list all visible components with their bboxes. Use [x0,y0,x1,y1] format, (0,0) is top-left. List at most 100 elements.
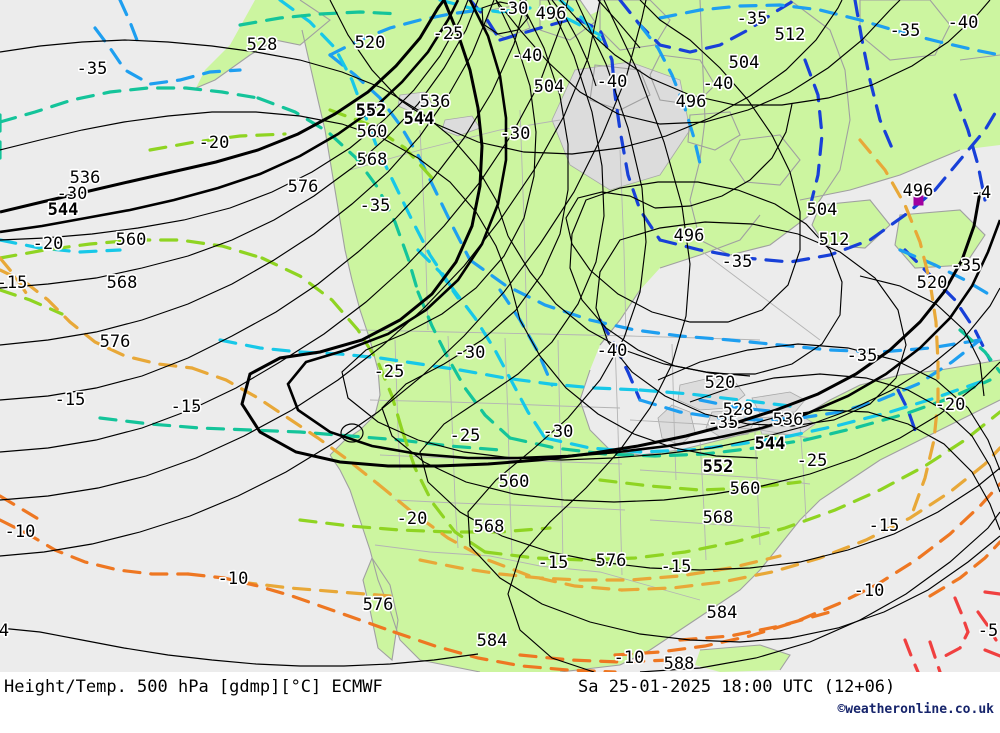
isotherm-label: -15 [169,395,203,418]
height-contour-label: 552 [701,455,735,478]
svg-text:-25: -25 [797,451,828,471]
isotherm-minus20 [0,108,1000,562]
height-contour-label: 504 [532,75,566,98]
svg-text:568: 568 [703,508,734,528]
map-canvas[interactable]: -35 -30 -25 -35 -35 -40 -40 -40 -40 -30 -20 -30 -4 -3… [0,0,1000,672]
svg-text:568: 568 [474,517,505,537]
svg-text:512: 512 [819,230,850,250]
svg-text:-20: -20 [935,395,966,415]
svg-text:528: 528 [247,35,278,55]
svg-text:544: 544 [404,109,435,129]
svg-text:-35: -35 [890,21,921,41]
svg-text:-35: -35 [722,252,753,272]
svg-text:568: 568 [107,273,138,293]
isotherm-label: -15 [53,388,87,411]
isotherm-label: -10 [852,579,886,602]
svg-text:-15: -15 [55,390,86,410]
height-contour-label: 560 [497,470,531,493]
height-contour-label: 568 [105,271,139,294]
isotherm-label: -20 [933,393,967,416]
height-contour-label: 576 [98,330,132,353]
isotherm-label: -25 [448,424,482,447]
isotherm-label: -15 [867,514,901,537]
svg-text:-40: -40 [703,74,734,94]
isotherm-label: -40 [701,72,735,95]
isotherm-label: -20 [31,232,65,255]
isotherm-label: -25 [431,22,465,45]
isotherm-label: -25 [795,449,829,472]
isotherm-label: -40 [946,11,980,34]
isotherm-label: -20 [395,507,429,530]
svg-text:-10: -10 [614,648,645,668]
height-contour-label: 536 [771,408,805,431]
height-contour-label: 568 [472,515,506,538]
height-contour-label: 4 [0,619,11,642]
svg-text:576: 576 [100,332,131,352]
isotherm-label: -35 [358,194,392,217]
map-svg: -35 -30 -25 -35 -35 -40 -40 -40 -40 -30 -20 -30 -4 -3… [0,0,1000,672]
svg-text:-35: -35 [77,59,108,79]
svg-text:576: 576 [363,595,394,615]
svg-text:-40: -40 [512,46,543,66]
low-center-marker [913,195,924,206]
svg-text:496: 496 [536,4,567,24]
svg-text:4: 4 [0,621,9,641]
svg-text:-35: -35 [360,196,391,216]
isotherm-label: -10 [216,567,250,590]
svg-text:520: 520 [705,373,736,393]
height-contour-label: 576 [594,549,628,572]
height-contour-label: 496 [674,90,708,113]
height-contour-label: 528 [721,398,755,421]
svg-text:-35: -35 [951,256,982,276]
height-contour-label: 576 [286,175,320,198]
svg-text:-25: -25 [374,362,405,382]
svg-text:-40: -40 [597,341,628,361]
svg-text:576: 576 [596,551,627,571]
isotherm-label: -30 [453,341,487,364]
height-contour-layer [0,0,1000,672]
svg-text:-5: -5 [978,621,998,641]
isotherm-label: -35 [949,254,983,277]
copyright-credit: ©weatheronline.co.uk [837,702,994,717]
svg-text:-10: -10 [854,581,885,601]
svg-text:-4: -4 [971,183,991,203]
height-contour-label: 496 [672,224,706,247]
svg-text:544: 544 [755,434,786,454]
isotherm-label: -15 [0,271,29,294]
svg-text:544: 544 [48,200,79,220]
svg-text:496: 496 [903,181,934,201]
svg-text:-15: -15 [661,557,692,577]
svg-text:560: 560 [116,230,147,250]
svg-text:496: 496 [674,226,705,246]
svg-text:536: 536 [420,92,451,112]
isotherm-minus25 [0,10,1000,458]
height-contour-label: 536 [68,166,102,189]
height-contour-label: 504 [727,51,761,74]
svg-text:552: 552 [356,101,387,121]
svg-text:568: 568 [357,150,388,170]
height-contour-label: 560 [114,228,148,251]
svg-text:-20: -20 [199,133,230,153]
small-closed-contour [340,423,364,443]
height-contour-label: 560 [728,477,762,500]
height-contour-label: 496 [534,2,568,25]
height-contour-label: 528 [245,33,279,56]
svg-text:536: 536 [773,410,804,430]
svg-text:-30: -30 [543,422,574,442]
svg-text:-30: -30 [498,0,529,19]
svg-text:-10: -10 [5,522,36,542]
height-contour-label: 544 [402,107,436,130]
svg-text:584: 584 [477,631,508,651]
svg-text:-15: -15 [171,397,202,417]
isotherm-label: -10 [3,520,37,543]
svg-text:584: 584 [707,603,738,623]
height-contour-label: 496 [901,179,935,202]
isotherm-label: -35 [75,57,109,80]
isotherm-label: -5 [976,619,1000,642]
isotherm-minus15 [0,138,1000,598]
svg-text:504: 504 [729,53,760,73]
svg-text:-30: -30 [57,184,88,204]
svg-text:-40: -40 [597,72,628,92]
isotherm-label: -30 [541,420,575,443]
